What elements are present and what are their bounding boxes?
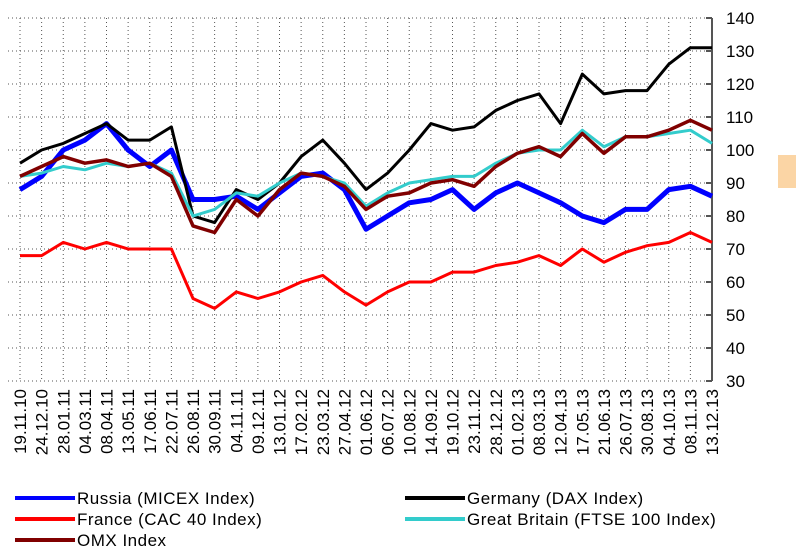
x-tick-label: 23.03.12 [314,389,333,455]
x-tick-label: 19.10.12 [444,389,463,455]
x-tick-label: 17.05.13 [573,389,592,455]
x-tick-label: 04.11.11 [227,389,246,453]
x-tick-label: 22.07.11 [162,389,181,454]
x-tick-label: 19.11.10 [11,389,30,454]
x-tick-label: 04.10.13 [660,389,679,455]
legend-label: Russia (MICEX Index) [77,489,255,508]
y-tick-label: 110 [726,108,753,127]
x-tick-label: 13.01.12 [271,389,290,455]
y-tick-label: 70 [726,240,745,259]
x-tick-label: 01.06.12 [357,389,376,455]
x-tick-label: 26.07.13 [617,389,636,455]
y-tick-label: 140 [726,9,754,28]
y-tick-label: 120 [726,75,754,94]
series-line [19,118,713,235]
x-tick-label: 30.09.11 [206,389,225,454]
x-tick-label: 04.03.11 [76,389,95,454]
x-tick-label: 08.11.13 [681,389,700,454]
series-line [19,46,712,225]
y-tick-label: 30 [726,372,745,391]
x-tick-label: 06.07.12 [379,389,398,455]
legend-label: Germany (DAX Index) [467,489,644,508]
x-tick-label: 24.12.10 [33,389,52,455]
y-tick-label: 50 [726,306,745,325]
x-tick-label: 28.12.12 [487,389,506,455]
series-line [20,231,713,310]
y-tick-label: 90 [726,174,745,193]
x-tick-label: 23.11.12 [465,389,484,454]
legend-label: OMX Index [77,531,167,550]
x-tick-label: 13.12.13 [703,389,722,455]
series-line [18,121,714,232]
legend-label: Great Britain (FTSE 100 Index) [467,510,716,529]
x-tick-label: 27.04.12 [335,389,354,455]
y-tick-label: 60 [726,273,745,292]
x-tick-label: 21.06.13 [595,389,614,455]
y-tick-label: 130 [726,42,754,61]
x-tick-label: 12.04.13 [552,389,571,455]
y-tick-label: 80 [726,207,745,226]
x-tick-label: 17.02.12 [292,389,311,455]
x-tick-label: 30.08.13 [638,389,657,455]
x-tick-label: 08.04.11 [98,389,117,454]
x-tick-label: 26.08.11 [184,389,203,454]
x-tick-label: 10.08.12 [400,389,419,455]
decoration [778,155,796,188]
x-tick-label: 13.05.11 [119,389,138,454]
x-tick-label: 01.02.13 [508,389,527,455]
x-tick-label: 09.12.11 [249,389,268,454]
x-tick-label: 08.03.13 [530,389,549,455]
y-tick-label: 100 [726,141,754,160]
legend-label: France (CAC 40 Index) [77,510,262,529]
x-tick-label: 14.09.12 [422,389,441,455]
x-tick-label: 28.01.11 [54,389,73,454]
x-tick-label: 17.06.11 [141,389,160,454]
y-tick-label: 40 [726,339,745,358]
